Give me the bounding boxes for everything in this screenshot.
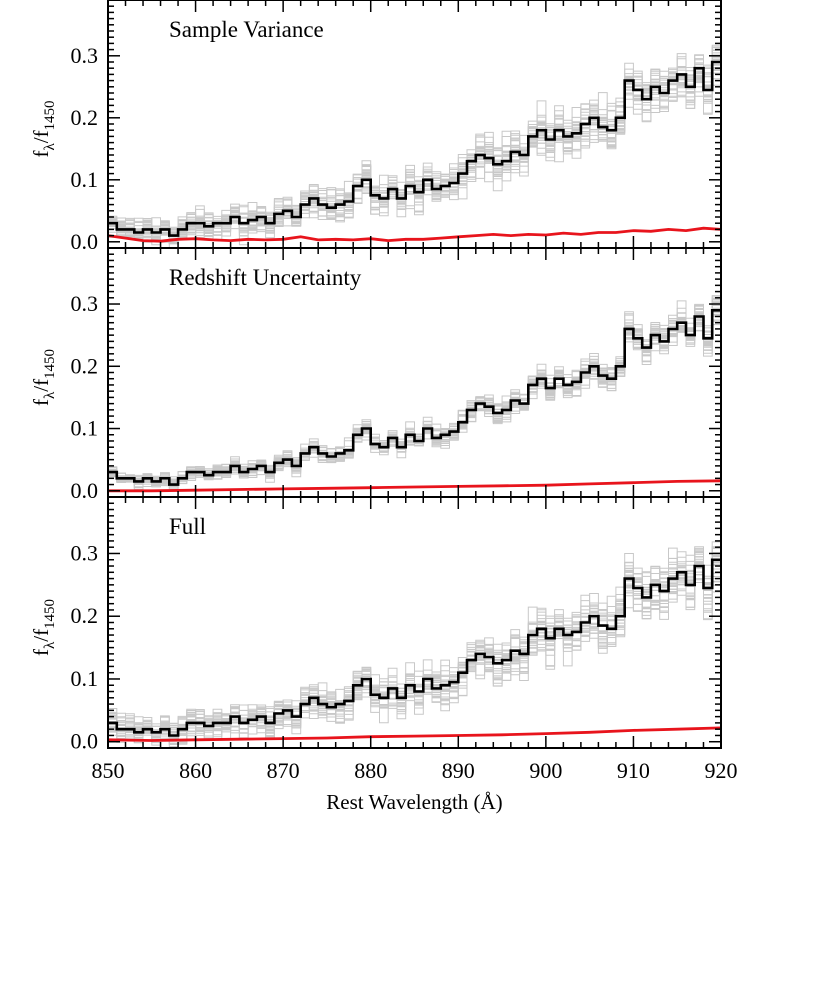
panel-title: Redshift Uncertainty: [169, 265, 362, 290]
x-tick-label: 890: [442, 758, 475, 783]
y-tick-label: 0.0: [71, 729, 99, 754]
realization-line: [108, 568, 721, 742]
scatter-line: [108, 226, 721, 243]
y-tick-label: 0.0: [71, 478, 99, 503]
x-tick-label: 920: [705, 758, 738, 783]
scatter-line: [108, 479, 721, 493]
x-axis-label: Rest Wavelength (Å): [326, 790, 502, 814]
realization-line: [108, 317, 721, 488]
y-tick-label: 0.1: [71, 167, 99, 192]
panel-3: 0.0 0.1 0.2 0.3 Full fλ/f1450: [29, 496, 722, 754]
panel-2: 0.0 0.1 0.2 0.3 Redshift Uncertainty fλ/f1450: [29, 247, 722, 503]
realization-line: [108, 308, 721, 489]
panel-2-data: [108, 295, 721, 493]
mean-composite-line: [108, 309, 721, 486]
panel-title: Full: [169, 514, 206, 539]
y-tick-label: 0.3: [71, 540, 99, 565]
realization-line: [108, 307, 721, 490]
realization-line: [108, 308, 721, 488]
y-tick-label: 0.1: [71, 666, 99, 691]
y-axis-label: fλ/f1450: [29, 349, 58, 406]
realization-line: [108, 295, 721, 485]
panel-3-data: [108, 541, 721, 748]
y-tick-label: 0.1: [71, 416, 99, 441]
mean-composite-line: [108, 558, 721, 737]
y-tick-label: 0.2: [71, 603, 99, 628]
realization-line: [108, 318, 721, 488]
realization-line: [108, 555, 721, 737]
panel-1: 0.0 0.1 0.2 0.3 Sample Variance fλ/f1450: [29, 0, 722, 254]
panel-title: Sample Variance: [169, 17, 324, 42]
x-tick-label: 870: [267, 758, 300, 783]
realization-line: [108, 314, 721, 485]
scatter-line: [108, 726, 721, 742]
realization-line: [108, 310, 721, 485]
panel-1-data: [108, 44, 721, 248]
y-axis-label: fλ/f1450: [29, 100, 58, 157]
realization-line: [108, 46, 721, 237]
x-tick-label: 910: [617, 758, 650, 783]
x-tick-label: 880: [354, 758, 387, 783]
y-tick-label: 0.2: [71, 105, 99, 130]
mean-composite-line: [108, 60, 721, 237]
y-tick-label: 0.0: [71, 229, 99, 254]
realization-line: [108, 310, 721, 484]
x-tick-label: 860: [179, 758, 212, 783]
y-tick-label: 0.3: [71, 43, 99, 68]
realization-line: [108, 309, 721, 485]
x-tick-label: 850: [92, 758, 125, 783]
x-tick-label: 900: [529, 758, 562, 783]
y-axis-label: fλ/f1450: [29, 599, 58, 656]
y-tick-label: 0.3: [71, 291, 99, 316]
y-tick-label: 0.2: [71, 353, 99, 378]
